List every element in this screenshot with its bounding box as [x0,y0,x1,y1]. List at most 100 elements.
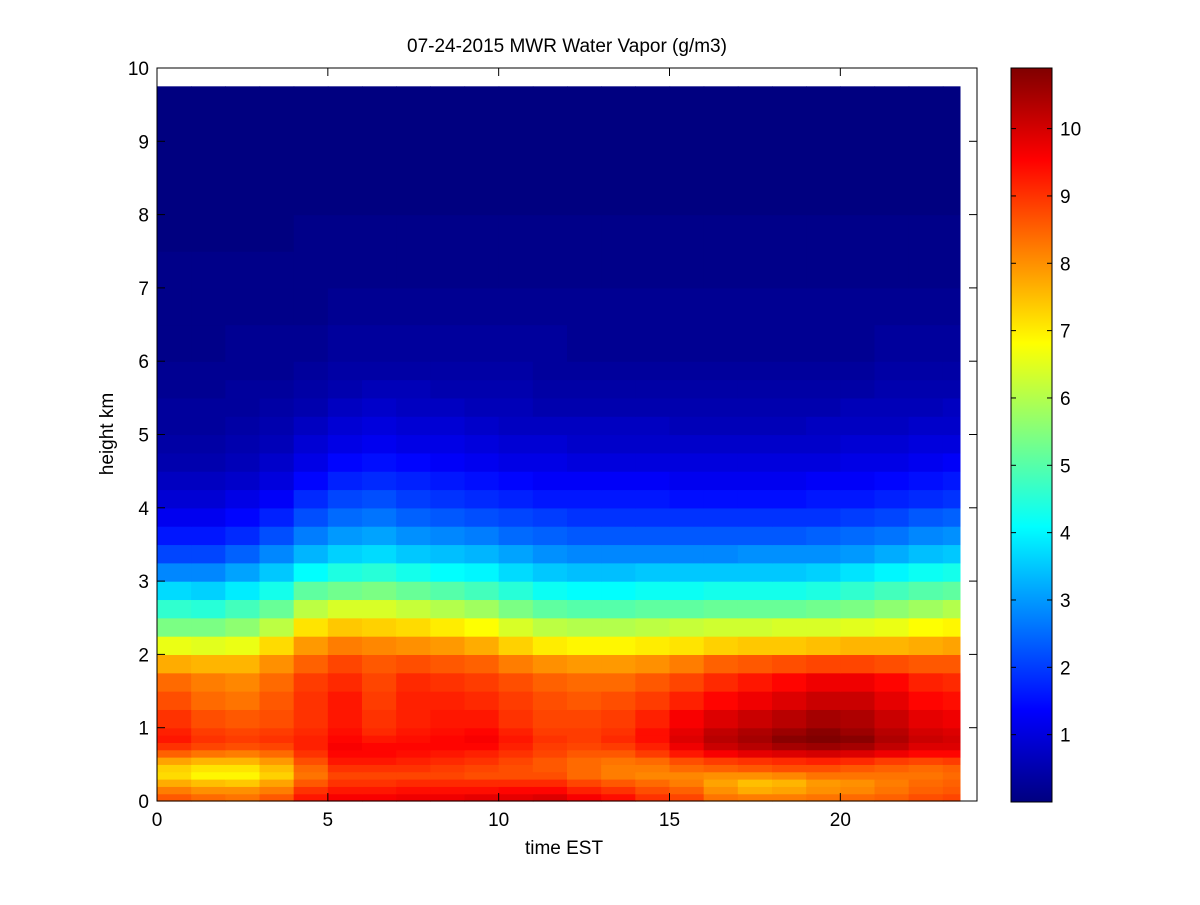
heatmap-cell [532,526,568,546]
heatmap-cell [157,727,192,736]
heatmap-cell [293,779,329,787]
heatmap-cell [259,727,295,736]
heatmap-cell [840,397,876,417]
heatmap-cell [259,471,295,491]
heatmap-cell [840,361,876,381]
heatmap-cell [464,416,500,436]
heatmap-cell [362,779,397,787]
heatmap-cell [362,654,397,674]
heatmap-cell [327,599,363,619]
heatmap-cell [259,771,295,780]
heatmap-cell [362,581,397,601]
heatmap-cell [942,324,961,362]
heatmap-cell [191,86,226,106]
heatmap-cell [327,727,363,736]
heatmap-cell [942,779,961,787]
heatmap-cell [259,489,295,509]
heatmap-cell [567,141,602,179]
y-tick-label: 6 [138,352,149,373]
heatmap-cell [601,581,636,601]
heatmap-cell [191,141,226,179]
heatmap-cell [908,742,944,751]
heatmap-cell [635,544,671,564]
heatmap-cell [669,489,705,509]
heatmap-cell [635,416,671,436]
heatmap-cell [157,562,192,582]
heatmap-cell [942,287,961,326]
heatmap-cell [396,764,431,773]
heatmap-cell [191,617,226,637]
heatmap-cell [191,251,226,289]
heatmap-cell [498,636,534,655]
heatmap-cell [669,104,705,142]
heatmap-cell [293,764,329,773]
colorbar-tick-label: 9 [1060,187,1071,208]
heatmap-cell [498,786,534,795]
heatmap-cell [772,104,807,142]
heatmap-cell [259,214,295,252]
heatmap-cell [908,771,944,780]
heatmap-cell [703,287,739,326]
heatmap-cell [259,735,295,743]
heatmap-cell [840,416,876,436]
heatmap-cell [601,86,636,106]
heatmap-cell [874,416,910,436]
heatmap-cell [806,636,841,655]
heatmap-cell [157,361,192,381]
heatmap-cell [908,617,944,637]
heatmap-cell [601,672,636,692]
heatmap-cell [396,251,431,289]
heatmap-cell [327,361,363,381]
heatmap-cell [293,379,329,399]
heatmap-cell [737,471,773,491]
heatmap-cell [669,434,705,454]
heatmap-cell [840,104,876,142]
heatmap-cell [567,727,602,736]
heatmap-cell [806,786,841,795]
heatmap-cell [498,735,534,743]
heatmap-cell [942,104,961,142]
heatmap-cell [567,544,602,564]
heatmap-cell [191,562,226,582]
heatmap-cell [157,471,192,491]
heatmap-cell [942,742,961,751]
heatmap-cell [430,771,466,780]
x-tick-label: 5 [323,810,334,831]
heatmap-cell [635,434,671,454]
heatmap-cell [532,544,568,564]
heatmap-cell [225,361,261,381]
heatmap-cell [772,507,807,527]
heatmap-cell [840,581,876,601]
heatmap-cell [703,742,739,751]
heatmap-cell [157,86,192,106]
heatmap-cell [259,786,295,795]
heatmap-cell [567,617,602,637]
heatmap-cell [669,287,705,326]
heatmap-cell [259,177,295,216]
heatmap-cell [225,654,261,674]
heatmap-cell [601,764,636,773]
heatmap-cell [396,636,431,655]
heatmap-cell [737,489,773,509]
heatmap-cell [532,104,568,142]
heatmap-cell [874,691,910,710]
heatmap-cell [737,735,773,743]
heatmap-cell [259,141,295,179]
heatmap-cell [293,742,329,751]
heatmap-cell [293,489,329,509]
heatmap-cell [430,727,466,736]
heatmap-cell [601,251,636,289]
heatmap-cell [942,727,961,736]
heatmap-cell [874,544,910,564]
heatmap-cell [840,599,876,619]
heatmap-cell [601,526,636,546]
heatmap-cell [703,141,739,179]
heatmap-cell [737,214,773,252]
heatmap-cell [908,324,944,362]
heatmap-cell [942,361,961,381]
heatmap-cell [942,757,961,765]
heatmap-cell [635,379,671,399]
heatmap-cell [157,709,192,729]
heatmap-cell [259,452,295,472]
